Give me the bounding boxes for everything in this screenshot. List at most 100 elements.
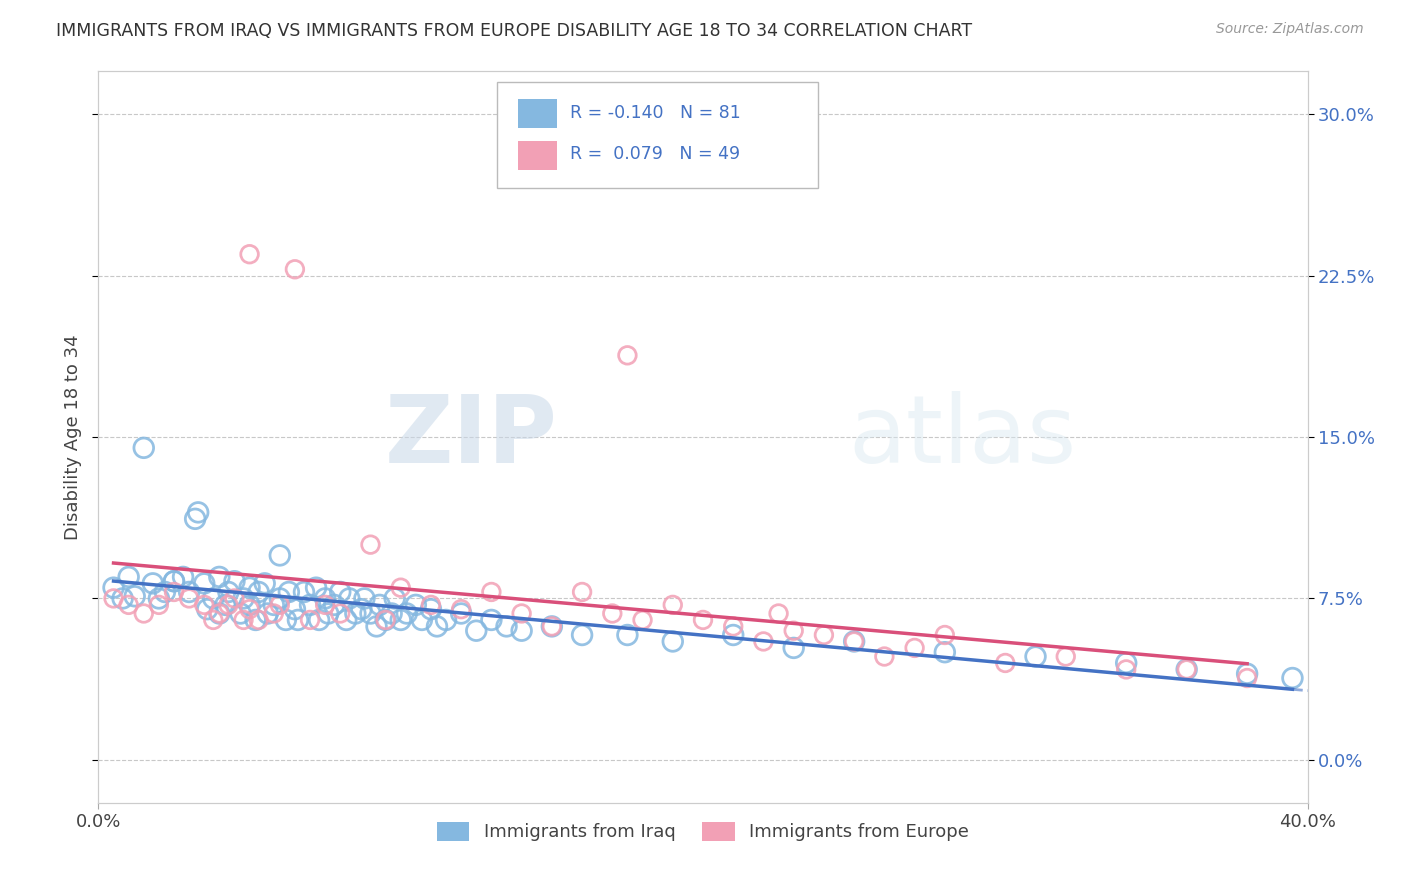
- Point: [420, 598, 443, 612]
- Point: [1024, 649, 1046, 664]
- Point: [284, 602, 307, 616]
- Text: atlas: atlas: [848, 391, 1077, 483]
- Y-axis label: Disability Age 18 to 34: Disability Age 18 to 34: [63, 334, 82, 540]
- Point: [450, 602, 472, 616]
- Point: [571, 628, 593, 642]
- Point: [256, 607, 278, 621]
- Text: R = -0.140   N = 81: R = -0.140 N = 81: [569, 104, 741, 122]
- Point: [374, 613, 396, 627]
- Point: [335, 613, 357, 627]
- Text: Source: ZipAtlas.com: Source: ZipAtlas.com: [1216, 22, 1364, 37]
- Bar: [517, 99, 557, 128]
- Point: [1281, 671, 1303, 685]
- Point: [284, 262, 307, 277]
- Point: [783, 624, 806, 638]
- Point: [132, 441, 155, 455]
- Point: [389, 581, 412, 595]
- Point: [245, 613, 267, 627]
- Point: [329, 585, 352, 599]
- Point: [118, 598, 141, 612]
- Point: [374, 613, 396, 627]
- Point: [844, 634, 866, 648]
- Point: [314, 591, 336, 606]
- Point: [465, 624, 488, 638]
- Point: [571, 585, 593, 599]
- Point: [239, 598, 262, 612]
- Point: [661, 634, 683, 648]
- Point: [405, 598, 427, 612]
- Point: [481, 585, 503, 599]
- Point: [384, 591, 406, 606]
- Point: [420, 602, 443, 616]
- Point: [616, 628, 638, 642]
- Point: [208, 607, 231, 621]
- Point: [239, 581, 262, 595]
- Point: [274, 613, 297, 627]
- Point: [1115, 656, 1137, 670]
- Point: [132, 607, 155, 621]
- Point: [103, 591, 125, 606]
- Point: [163, 585, 186, 599]
- Point: [179, 585, 201, 599]
- Point: [1175, 662, 1198, 676]
- Point: [411, 613, 433, 627]
- Point: [208, 570, 231, 584]
- Point: [247, 613, 270, 627]
- Point: [224, 574, 246, 589]
- Legend: Immigrants from Iraq, Immigrants from Europe: Immigrants from Iraq, Immigrants from Eu…: [429, 814, 977, 848]
- Point: [426, 619, 449, 633]
- Point: [214, 598, 236, 612]
- Point: [813, 628, 835, 642]
- Point: [239, 247, 262, 261]
- Point: [163, 574, 186, 589]
- Point: [187, 505, 209, 519]
- Point: [224, 591, 246, 606]
- Point: [495, 619, 517, 633]
- Point: [308, 613, 330, 627]
- FancyBboxPatch shape: [498, 82, 818, 188]
- Point: [269, 598, 291, 612]
- Point: [360, 607, 382, 621]
- Point: [1115, 662, 1137, 676]
- Point: [269, 591, 291, 606]
- Point: [904, 640, 927, 655]
- Point: [873, 649, 896, 664]
- Point: [344, 607, 367, 621]
- Point: [263, 607, 285, 621]
- Point: [692, 613, 714, 627]
- Point: [994, 656, 1017, 670]
- Point: [195, 602, 218, 616]
- Point: [184, 512, 207, 526]
- Point: [239, 602, 262, 616]
- Point: [163, 574, 186, 589]
- Point: [202, 591, 225, 606]
- Point: [287, 613, 309, 627]
- Point: [263, 598, 285, 612]
- Point: [323, 598, 346, 612]
- Point: [752, 634, 775, 648]
- Text: R =  0.079   N = 49: R = 0.079 N = 49: [569, 145, 740, 163]
- Point: [148, 591, 170, 606]
- Point: [1175, 662, 1198, 676]
- Point: [179, 591, 201, 606]
- Point: [1236, 671, 1258, 685]
- Point: [269, 549, 291, 563]
- Point: [202, 613, 225, 627]
- Point: [602, 607, 624, 621]
- Point: [723, 628, 745, 642]
- Point: [350, 602, 373, 616]
- Point: [353, 591, 375, 606]
- Point: [368, 598, 391, 612]
- Point: [1054, 649, 1077, 664]
- Point: [934, 628, 956, 642]
- Point: [314, 598, 336, 612]
- Point: [329, 607, 352, 621]
- Point: [723, 619, 745, 633]
- Point: [450, 607, 472, 621]
- Point: [316, 607, 339, 621]
- Bar: [517, 141, 557, 170]
- Point: [193, 598, 215, 612]
- Point: [124, 589, 146, 603]
- Point: [661, 598, 683, 612]
- Point: [142, 576, 165, 591]
